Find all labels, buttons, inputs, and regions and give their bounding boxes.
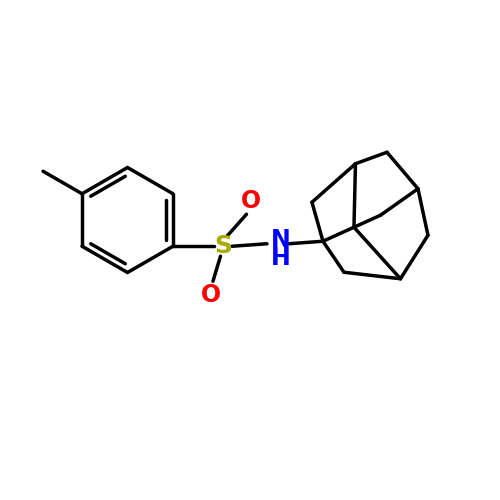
Text: N: N xyxy=(270,228,290,252)
Text: O: O xyxy=(200,284,220,307)
Text: H: H xyxy=(270,246,290,270)
Text: O: O xyxy=(240,189,260,213)
Text: S: S xyxy=(214,234,232,258)
